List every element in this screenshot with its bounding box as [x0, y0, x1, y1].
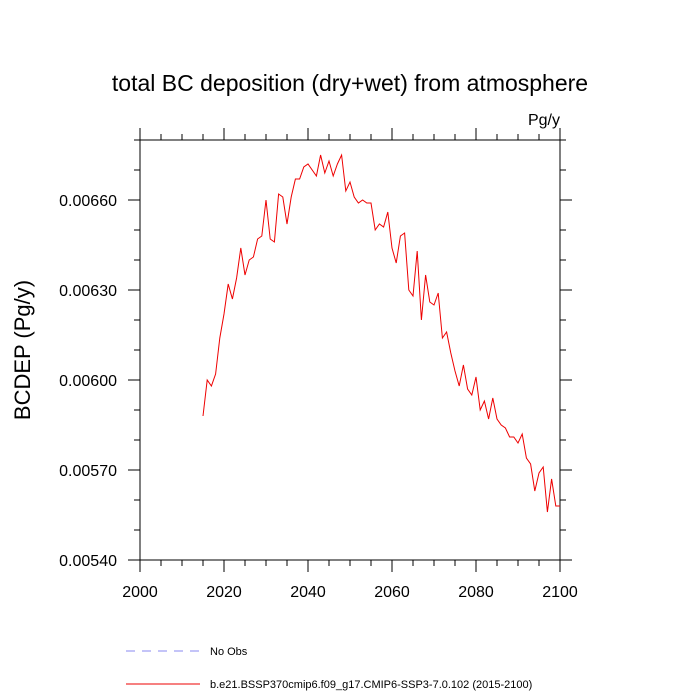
chart-title: total BC deposition (dry+wet) from atmos… [112, 70, 588, 96]
y-tick-labels: 0.00540 0.00570 0.00600 0.00630 0.00660 [59, 193, 117, 570]
y-axis-label: BCDEP (Pg/y) [10, 280, 35, 420]
y-tick-label: 0.00540 [59, 553, 117, 570]
x-tick-label: 2060 [374, 584, 410, 601]
units-label: Pg/y [528, 112, 560, 129]
y-tick-label: 0.00600 [59, 373, 117, 390]
x-axis [139, 128, 561, 572]
legend: No Obs b.e21.BSSP370cmip6.f09_g17.CMIP6-… [126, 646, 532, 691]
plot-frame [139, 139, 561, 561]
x-tick-label: 2100 [542, 584, 578, 601]
x-tick-label: 2020 [206, 584, 242, 601]
x-tick-label: 2080 [458, 584, 494, 601]
x-tick-labels: 2000 2020 2040 2060 2080 2100 [122, 584, 578, 601]
y-tick-label: 0.00630 [59, 283, 117, 300]
x-tick-label: 2000 [122, 584, 158, 601]
series-line [202, 153, 560, 513]
y-axis [128, 139, 572, 561]
legend-label-series: b.e21.BSSP370cmip6.f09_g17.CMIP6-SSP3-7.… [210, 679, 532, 691]
y-tick-label: 0.00660 [59, 193, 117, 210]
x-tick-label: 2040 [290, 584, 326, 601]
legend-label-no-obs: No Obs [210, 646, 248, 658]
y-tick-label: 0.00570 [59, 463, 117, 480]
